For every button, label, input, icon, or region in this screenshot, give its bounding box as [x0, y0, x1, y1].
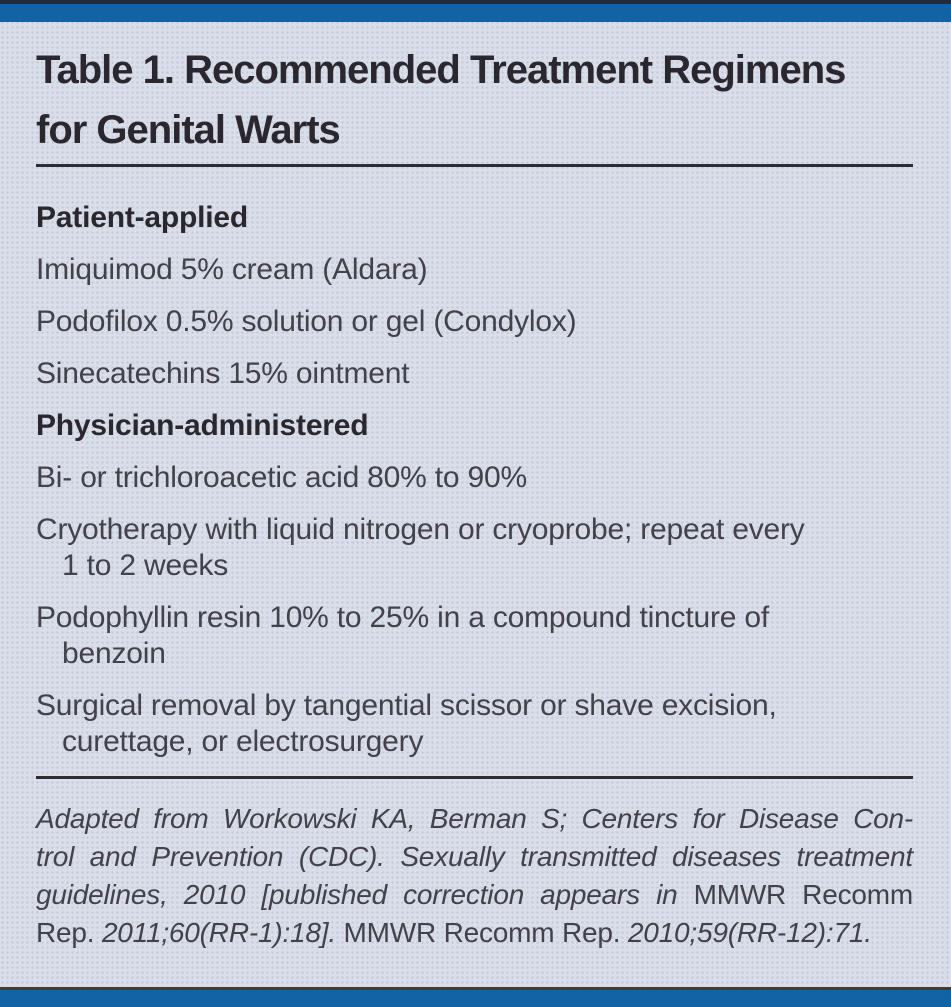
treatment-item-line: Surgical removal by tangential scissor o…	[36, 689, 777, 722]
footnote-text: guidelines, 2010 [published correction a…	[36, 879, 694, 910]
footnote-divider-rule	[36, 776, 913, 779]
section-heading: Patient-applied	[36, 201, 249, 234]
section-heading: Physician-administered	[36, 409, 369, 442]
table-body: Patient-applied Imiquimod 5% cream (Aldar…	[36, 200, 913, 760]
table-title-line-1: Table 1. Recommended Treatment Regimens	[36, 48, 846, 92]
table-panel: Table 1. Recommended Treatment Regimens …	[36, 22, 913, 952]
treatment-item: Imiquimod 5% cream (Aldara)	[36, 252, 913, 288]
table-title-line-2: for Genital Warts	[36, 108, 341, 152]
footnote-line: guidelines, 2010 [published correction a…	[36, 876, 913, 914]
treatment-item: Sinecatechins 15% ointment	[36, 356, 913, 392]
footnote-text: Adapted from Workowski KA, Berman S; Cen…	[36, 803, 913, 834]
footnote-text: 2010;59(RR-12):71.	[627, 917, 872, 948]
treatment-item: Bi- or trichloroacetic acid 80% to 90%	[36, 460, 913, 496]
treatment-item-line: Podofilox 0.5% solution or gel (Condylox…	[36, 305, 577, 338]
treatment-item-line: Imiquimod 5% cream (Aldara)	[36, 253, 428, 286]
treatment-item-line: Cryotherapy with liquid nitrogen or cryo…	[36, 513, 805, 546]
title-divider-rule	[36, 164, 913, 167]
treatment-item: Cryotherapy with liquid nitrogen or cryo…	[36, 512, 913, 584]
treatment-item: Podophyllin resin 10% to 25% in a compou…	[36, 600, 913, 672]
journal-name: MMWR Recomm	[693, 879, 914, 910]
treatment-item-line: Podophyllin resin 10% to 25% in a compou…	[36, 601, 769, 634]
footnote-text: trol and Prevention (CDC). Sexually tran…	[36, 841, 913, 872]
treatment-item-line: Bi- or trichloroacetic acid 80% to 90%	[36, 461, 527, 494]
treatment-item: Podofilox 0.5% solution or gel (Condylox…	[36, 304, 913, 340]
treatment-item-line-continued: benzoin	[62, 637, 166, 670]
journal-name: MMWR Recomm Rep.	[343, 917, 628, 948]
treatment-item: Surgical removal by tangential scissor o…	[36, 688, 913, 760]
treatment-item-line: Sinecatechins 15% ointment	[36, 357, 410, 390]
footnote-line: trol and Prevention (CDC). Sexually tran…	[36, 838, 913, 876]
bottom-accent-bar	[0, 987, 951, 1007]
journal-name: Rep.	[36, 917, 102, 948]
table-title: Table 1. Recommended Treatment Regimens …	[36, 40, 913, 160]
footnote-text: 2011;60(RR-1):18].	[101, 917, 344, 948]
footnote-line: Adapted from Workowski KA, Berman S; Cen…	[36, 800, 913, 838]
treatment-item-line-continued: curettage, or electrosurgery	[62, 725, 424, 758]
treatment-item-line-continued: 1 to 2 weeks	[62, 549, 229, 582]
footnote-line: Rep. 2011;60(RR-1):18]. MMWR Recomm Rep.…	[36, 914, 913, 952]
top-accent-bar	[0, 0, 951, 22]
footnote: Adapted from Workowski KA, Berman S; Cen…	[36, 800, 913, 952]
